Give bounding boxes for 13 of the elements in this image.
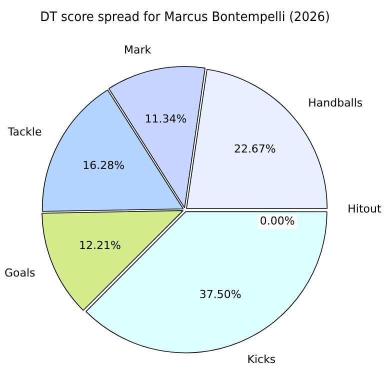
data-label: 12.21% xyxy=(79,238,121,252)
chart-title: DT score spread for Marcus Bontempelli (2026) xyxy=(40,8,330,24)
slice-label: Mark xyxy=(124,44,152,57)
data-label: 37.50% xyxy=(199,288,242,301)
slice-label: Tackle xyxy=(6,126,42,139)
data-label: 16.28% xyxy=(82,158,125,172)
text: 0.00% xyxy=(260,214,295,228)
slice-label: Handballs xyxy=(308,96,363,110)
data-label: 22.67% xyxy=(234,142,276,156)
slice-label: Goals xyxy=(4,266,36,280)
category-label: Hitout xyxy=(348,202,382,216)
data-label: 11.34% xyxy=(144,112,187,126)
slice-label: Kicks xyxy=(247,352,276,366)
